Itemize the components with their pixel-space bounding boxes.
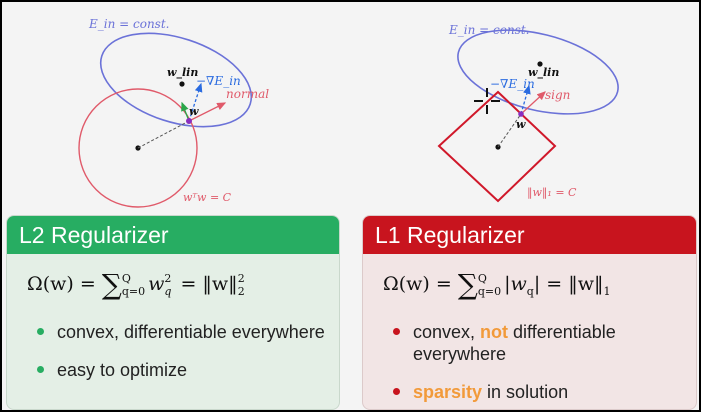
l2-title: L2 Regularizer (7, 216, 339, 254)
l1-eq: = (540, 273, 569, 295)
bullet-dot-icon (37, 366, 44, 373)
w-point-left (186, 118, 192, 124)
l1-norm: ‖w‖ (568, 273, 604, 295)
l2-norm: ‖w‖ (202, 273, 238, 295)
figures: E_in = const. w_lin −∇E_in normal w wᵀw … (78, 17, 619, 208)
l2-bullet-text: convex, differentiable everywhere (57, 322, 325, 342)
normal-arrow-left (188, 102, 227, 122)
l2-formula-lhs: Ω(w) = (27, 273, 102, 295)
grad-label-right: −∇E_in (490, 77, 535, 91)
wlin-point-right (537, 61, 543, 67)
sign-label-right: sign (545, 88, 570, 102)
ein-label-left: E_in = const. (88, 17, 169, 31)
list-item: convex, not differentiable everywhere (393, 321, 686, 365)
sign-arrow-right (520, 91, 546, 115)
l2-sum-lower: q=0 (121, 285, 146, 298)
l2-constraint-circle (78, 88, 198, 208)
left-figure: E_in = const. w_lin −∇E_in normal w wᵀw … (78, 17, 269, 208)
normal-label-left: normal (226, 87, 269, 101)
l2-bullet-list: convex, differentiable everywhere easy t… (37, 321, 329, 397)
l1-constraint-diamond (437, 90, 557, 203)
bullet-dot-icon (393, 328, 400, 335)
l1-formula: Ω(w) = ∑Q q=0 |wq| = ‖w‖1 (383, 268, 611, 308)
right-figure: E_in = const. w_lin −∇E_in sign w ‖w‖₁ =… (437, 23, 619, 203)
l2-norm-sub: 2 (237, 285, 245, 298)
l2-sum-upper: Q (121, 272, 131, 285)
l1-sum-symbol: ∑ (457, 268, 478, 301)
w-dashed-line-right (497, 113, 522, 148)
l1-bullet-emphasis: not (480, 322, 509, 342)
wlin-point-left (179, 81, 185, 87)
list-item: sparsity in solution (393, 381, 686, 403)
l2-bullet-text: easy to optimize (57, 360, 188, 380)
constraint-label-right: ‖w‖₁ = C (527, 186, 577, 200)
l1-norm-sub: 1 (603, 284, 611, 298)
w-label-left: w (189, 105, 199, 118)
l2-formula: Ω(w) = ∑Q q=0 w2 q = ‖w‖2 2 (27, 268, 248, 308)
l2-sum-symbol: ∑ (101, 268, 122, 301)
l1-bullet-text: convex, (413, 322, 481, 342)
l2-norm-sup: 2 (237, 272, 245, 285)
l1-term-sub: q (526, 284, 534, 298)
w-point-right (518, 111, 524, 117)
l1-term: |w (504, 273, 527, 295)
tangent-arrow-left (181, 101, 190, 122)
l1-term-close: | (533, 273, 541, 295)
constraint-label-left: wᵀw = C (183, 191, 232, 204)
list-item: easy to optimize (37, 359, 329, 381)
l1-formula-lhs: Ω(w) = (383, 273, 458, 295)
ein-label-right: E_in = const. (448, 23, 529, 37)
wlin-label-right: w_lin (528, 66, 559, 80)
crosshair-cursor-icon (474, 88, 500, 114)
l1-bullet-emphasis: sparsity (413, 382, 483, 402)
l1-bullet-text: in solution (482, 382, 569, 402)
l1-bullet-list: convex, not differentiable everywhere sp… (393, 321, 686, 409)
l2-eq: = (174, 273, 203, 295)
w-label-right: w (516, 118, 526, 131)
gradient-arrow-left (188, 82, 203, 122)
l2-term-sup: 2 (164, 272, 172, 285)
l1-sum-upper: Q (477, 272, 487, 285)
list-item: convex, differentiable everywhere (37, 321, 329, 343)
l2-regularizer-box: L2 Regularizer Ω(w) = ∑Q q=0 w2 q = ‖w‖2 2 c… (6, 215, 340, 410)
ein-level-ellipse-right (457, 29, 619, 115)
l1-title: L1 Regularizer (363, 216, 696, 254)
ein-level-ellipse-left (99, 32, 253, 128)
l2-term-sub: q (164, 285, 172, 298)
wlin-label-left: w_lin (167, 66, 198, 80)
l1-regularizer-box: L1 Regularizer Ω(w) = ∑Q q=0 |wq| = ‖w‖1 c… (362, 215, 697, 410)
l1-bullet-text: differentiable everywhere (413, 322, 616, 364)
grad-label-left: −∇E_in (196, 74, 241, 88)
bullet-dot-icon (393, 388, 400, 395)
bullet-dot-icon (37, 328, 44, 335)
l1-sum-lower: q=0 (477, 285, 502, 298)
l2-term: w (148, 273, 165, 295)
